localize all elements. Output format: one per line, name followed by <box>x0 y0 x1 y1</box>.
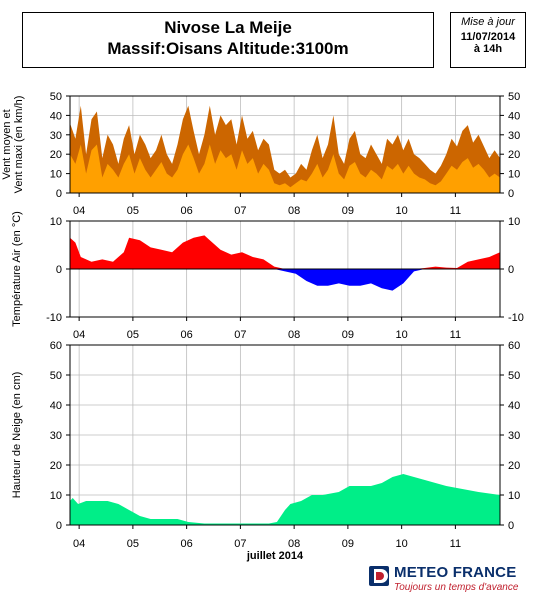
ytick-label-left: 10 <box>50 490 62 502</box>
ytick-label-right: 10 <box>508 490 520 502</box>
ytick-label-left: 30 <box>50 130 62 142</box>
ytick-label-left: -10 <box>46 312 62 324</box>
day-tick-label: 10 <box>396 205 408 217</box>
ytick-label-right: 40 <box>508 400 520 412</box>
day-tick-label: 05 <box>127 538 139 550</box>
day-tick-label: 09 <box>342 329 354 341</box>
ytick-label-left: 20 <box>50 149 62 161</box>
ytick-label-right: 0 <box>508 188 514 200</box>
day-tick-label: 08 <box>288 205 300 217</box>
day-tick-label: 06 <box>181 538 193 550</box>
day-tick-label: 04 <box>73 205 85 217</box>
day-tick-label: 06 <box>181 205 193 217</box>
y-axis-label: Vent moyen et <box>1 109 13 179</box>
station-title: Nivose La Meije <box>164 18 292 37</box>
day-tick-label: 04 <box>73 329 85 341</box>
day-tick-label: 11 <box>450 538 461 550</box>
ytick-label-right: 0 <box>508 264 514 276</box>
panel-snow <box>66 344 504 529</box>
day-tick-label: 08 <box>288 538 300 550</box>
x-axis-label: juillet 2014 <box>246 550 304 562</box>
day-tick-label: 08 <box>288 329 300 341</box>
day-tick-label: 07 <box>234 538 246 550</box>
series-temperature-positive <box>70 235 500 269</box>
ytick-label-left: 10 <box>50 216 62 228</box>
day-tick-label: 06 <box>181 329 193 341</box>
ytick-label-right: 20 <box>508 460 520 472</box>
ytick-label-left: 0 <box>56 188 62 200</box>
day-tick-label: 10 <box>396 538 408 550</box>
ytick-label-right: 20 <box>508 149 520 161</box>
update-box: Mise à jour 11/07/2014 à 14h <box>450 12 526 68</box>
ytick-label-left: 0 <box>56 520 62 532</box>
brand-slogan: Toujours un temps d'avance <box>394 582 519 593</box>
day-tick-label: 11 <box>450 329 461 341</box>
plot-frame-temperature <box>69 220 501 318</box>
ytick-label-left: 50 <box>50 370 62 382</box>
day-tick-label: 09 <box>342 205 354 217</box>
meteo-france-logo: METEO FRANCE Toujours un temps d'avance <box>368 563 538 593</box>
update-label: Mise à jour <box>461 16 515 28</box>
ytick-label-left: 0 <box>56 264 62 276</box>
ytick-label-left: 20 <box>50 460 62 472</box>
day-tick-label: 05 <box>127 329 139 341</box>
ytick-label-right: 10 <box>508 216 520 228</box>
ytick-label-right: 10 <box>508 169 520 181</box>
ytick-label-right: 40 <box>508 110 520 122</box>
brand-name: METEO FRANCE <box>394 564 517 581</box>
ytick-label-right: 60 <box>508 340 520 352</box>
plot-frame-wind <box>69 95 501 194</box>
plot-frame-snow <box>69 344 501 526</box>
ytick-label-right: 30 <box>508 130 520 142</box>
y-axis-label: Hauteur de Neige (en cm) <box>11 372 23 499</box>
series-hauteur-neige <box>70 474 500 525</box>
ytick-label-right: -10 <box>508 312 524 324</box>
ytick-label-left: 10 <box>50 169 62 181</box>
day-tick-label: 07 <box>234 205 246 217</box>
ytick-label-right: 50 <box>508 91 520 103</box>
day-tick-label: 04 <box>73 538 85 550</box>
ytick-label-left: 60 <box>50 340 62 352</box>
ytick-label-left: 30 <box>50 430 62 442</box>
ytick-label-left: 50 <box>50 91 62 103</box>
day-tick-label: 09 <box>342 538 354 550</box>
y-axis-label: Température Air (en °C) <box>11 211 23 327</box>
ytick-label-left: 40 <box>50 400 62 412</box>
ytick-label-right: 30 <box>508 430 520 442</box>
day-tick-label: 07 <box>234 329 246 341</box>
title-box: Nivose La Meije Massif:Oisans Altitude:3… <box>22 12 434 68</box>
ytick-label-right: 0 <box>508 520 514 532</box>
panel-wind <box>66 95 504 197</box>
ytick-label-right: 50 <box>508 370 520 382</box>
series-vent-moyen <box>70 144 500 193</box>
day-tick-label: 11 <box>450 205 461 217</box>
panel-temperature <box>66 220 504 321</box>
update-time: à 14h <box>473 43 503 55</box>
series-temperature-negative <box>70 269 500 291</box>
day-tick-label: 05 <box>127 205 139 217</box>
ytick-label-left: 40 <box>50 110 62 122</box>
day-tick-label: 10 <box>396 329 408 341</box>
y-axis-label: Vent maxi (en km/h) <box>13 96 25 194</box>
meteo-france-logo-icon <box>369 566 389 586</box>
update-date: 11/07/2014 <box>460 31 516 43</box>
station-subtitle: Massif:Oisans Altitude:3100m <box>107 39 349 58</box>
